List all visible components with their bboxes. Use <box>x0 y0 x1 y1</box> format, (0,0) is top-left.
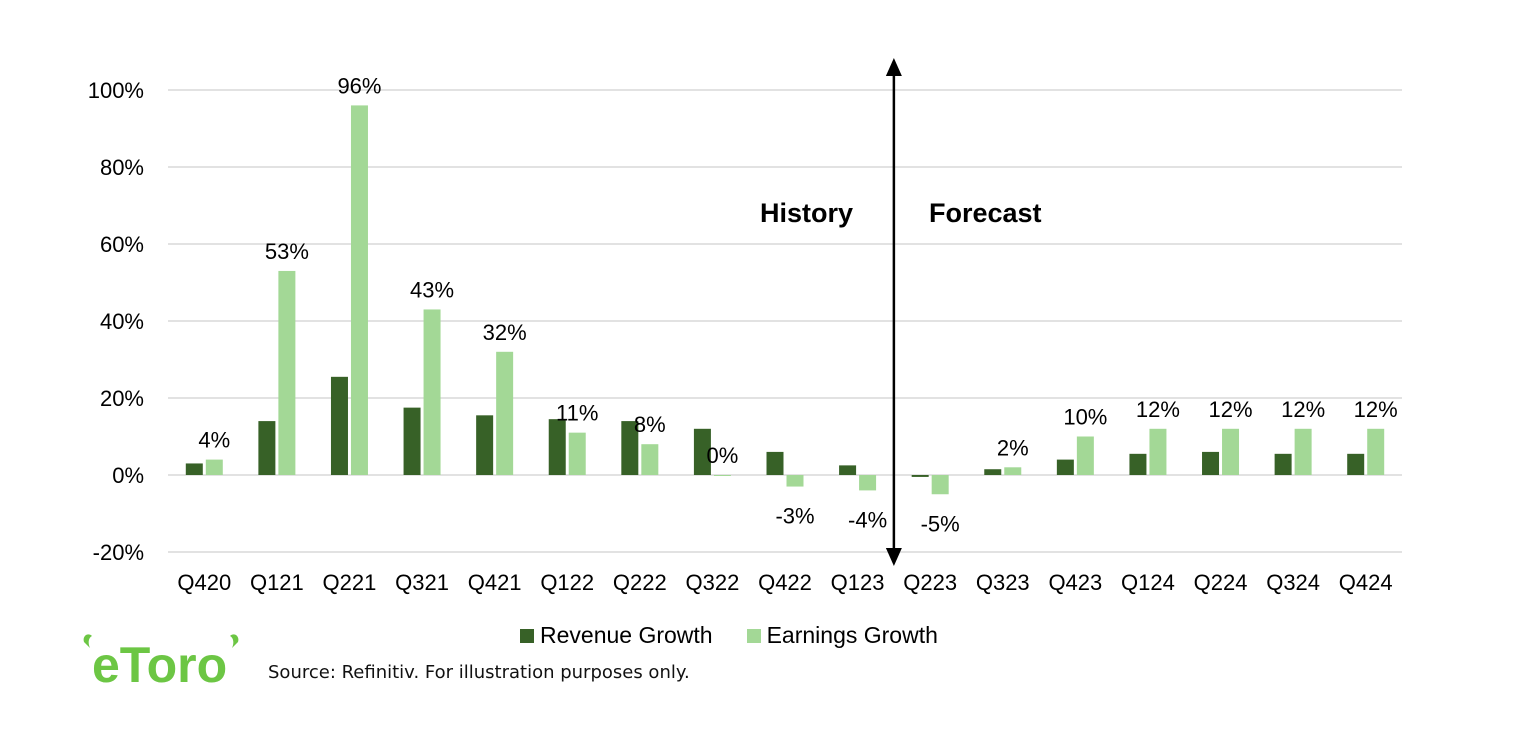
bar-revenue-growth <box>839 465 857 475</box>
history-forecast-divider <box>885 58 902 566</box>
y-tick-label: 0% <box>112 463 144 488</box>
y-tick-label: 100% <box>88 78 144 103</box>
logo-left-horn <box>83 634 92 648</box>
x-tick-label: Q124 <box>1121 570 1175 595</box>
bar-revenue-growth <box>621 421 639 475</box>
x-tick-label: Q424 <box>1339 570 1393 595</box>
source-note: Source: Refinitiv. For illustration purp… <box>268 662 690 683</box>
bar-earnings-growth <box>713 475 731 476</box>
etoro-logo: eToro <box>83 634 239 690</box>
x-tick-label: Q223 <box>903 570 957 595</box>
bar-earnings-growth <box>423 309 441 475</box>
data-label: -3% <box>775 504 814 529</box>
x-tick-label: Q222 <box>613 570 667 595</box>
y-tick-label: 40% <box>100 309 144 334</box>
y-axis-ticks: 100% 80% 60% 40% 20% 0% -20% <box>88 78 144 565</box>
bar-revenue-growth <box>258 421 276 475</box>
data-label: 0% <box>707 443 739 468</box>
bar-revenue-growth <box>330 376 348 475</box>
bar-revenue-growth <box>1274 453 1292 475</box>
bar-revenue-growth <box>1129 453 1147 475</box>
data-label: -5% <box>921 511 960 536</box>
bar-revenue-growth <box>1056 459 1074 475</box>
bar-earnings-growth <box>350 105 368 476</box>
bar-revenue-growth <box>403 407 421 475</box>
legend-swatch-revenue <box>520 628 534 643</box>
bars <box>185 105 1385 495</box>
legend-item-revenue: Revenue Growth <box>520 622 713 649</box>
x-tick-label: Q322 <box>685 570 739 595</box>
bar-earnings-growth <box>1294 428 1312 475</box>
data-label: 53% <box>265 239 309 264</box>
bar-revenue-growth <box>1347 453 1365 475</box>
x-tick-label: Q324 <box>1266 570 1320 595</box>
x-tick-label: Q121 <box>250 570 304 595</box>
data-label: 4% <box>198 428 230 453</box>
x-tick-label: Q423 <box>1048 570 1102 595</box>
data-label: 96% <box>337 73 381 98</box>
data-label: -4% <box>848 507 887 532</box>
logo-right-horn <box>230 634 239 648</box>
bar-revenue-growth <box>766 451 784 475</box>
bar-earnings-growth <box>859 475 877 491</box>
legend-label-earnings: Earnings Growth <box>766 622 938 648</box>
bar-earnings-growth <box>568 432 586 475</box>
bar-revenue-growth <box>185 463 203 475</box>
data-labels: 4% 53% 96% 43% 32% 11% 8% 0% -3% -4% -5% 2% 10% 12% 12… <box>198 73 1397 536</box>
x-tick-label: Q122 <box>540 570 594 595</box>
data-label: 2% <box>997 435 1029 460</box>
bar-earnings-growth <box>1004 467 1022 475</box>
legend-label-revenue: Revenue Growth <box>540 622 713 648</box>
divider-arrow-up <box>885 58 902 76</box>
bar-earnings-growth <box>205 459 223 475</box>
bar-revenue-growth <box>984 469 1002 475</box>
x-tick-label: Q420 <box>177 570 231 595</box>
x-tick-label: Q422 <box>758 570 812 595</box>
bar-earnings-growth <box>1149 428 1167 475</box>
bar-earnings-growth <box>786 475 804 487</box>
bar-revenue-growth <box>548 419 566 475</box>
bar-earnings-growth <box>1076 436 1094 475</box>
data-label: 43% <box>410 277 454 302</box>
x-tick-label: Q224 <box>1194 570 1248 595</box>
y-tick-label: 20% <box>100 386 144 411</box>
bar-revenue-growth <box>911 475 929 477</box>
bar-earnings-growth <box>1222 428 1240 475</box>
bar-revenue-growth <box>693 428 711 475</box>
data-label: 12% <box>1136 397 1180 422</box>
data-label: 10% <box>1063 405 1107 430</box>
logo-text: eToro <box>92 637 227 690</box>
bar-earnings-growth <box>931 475 949 495</box>
data-label: 11% <box>556 401 598 426</box>
x-axis-ticks: Q420 Q121 Q221 Q321 Q421 Q122 Q222 Q322 Q422 Q123… <box>177 570 1392 595</box>
x-tick-label: Q323 <box>976 570 1030 595</box>
legend-swatch-earnings <box>746 628 761 643</box>
x-tick-label: Q421 <box>468 570 522 595</box>
bar-earnings-growth <box>496 351 514 475</box>
x-tick-label: Q321 <box>395 570 449 595</box>
history-annotation: History <box>760 198 853 228</box>
gridlines <box>168 89 1402 553</box>
forecast-annotation: Forecast <box>929 198 1042 228</box>
chart-legend: Revenue Growth Earnings Growth <box>520 622 972 649</box>
data-label: 8% <box>634 412 666 437</box>
bar-earnings-growth <box>641 444 659 475</box>
bar-revenue-growth <box>476 415 494 475</box>
y-tick-label: 80% <box>100 155 144 180</box>
bar-earnings-growth <box>1367 428 1385 475</box>
y-tick-label: -20% <box>93 540 144 565</box>
data-label: 12% <box>1354 397 1398 422</box>
data-label: 32% <box>483 320 527 345</box>
divider-arrow-down <box>885 548 902 566</box>
y-tick-label: 60% <box>100 232 144 257</box>
data-label: 12% <box>1281 397 1325 422</box>
x-tick-label: Q123 <box>831 570 885 595</box>
legend-item-earnings: Earnings Growth <box>746 622 938 649</box>
x-tick-label: Q221 <box>323 570 377 595</box>
bar-earnings-growth <box>278 270 296 475</box>
bar-revenue-growth <box>1202 451 1220 475</box>
data-label: 12% <box>1209 397 1253 422</box>
